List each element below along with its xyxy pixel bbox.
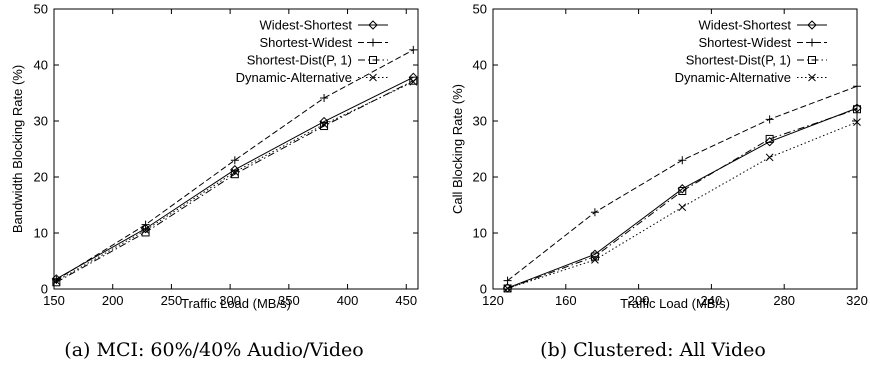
legend-label: Dynamic-Alternative <box>236 70 352 85</box>
x-tick-label: 280 <box>773 293 795 308</box>
legend: Widest-Shortest Shortest-Widest Shortest-D… <box>675 18 827 85</box>
x-tick-label: 300 <box>219 293 241 308</box>
series-shortest-dist-p-1 <box>503 105 861 293</box>
data-point <box>591 256 599 264</box>
data-point <box>52 276 61 285</box>
y-tick-label: 20 <box>473 170 487 185</box>
data-point <box>765 153 774 162</box>
chart-caption: (a) MCI: 60%/40% Audio/Video <box>64 339 363 361</box>
y-tick-label: 40 <box>34 58 48 73</box>
data-point <box>230 168 239 176</box>
data-point <box>52 277 61 286</box>
y-tick-label: 10 <box>473 226 487 241</box>
legend-marker <box>369 56 377 64</box>
y-tick-label: 10 <box>34 226 48 241</box>
series-line <box>56 76 414 280</box>
y-tick-label: 0 <box>480 282 487 297</box>
series-line <box>507 85 858 281</box>
y-tick-label: 50 <box>34 2 48 17</box>
legend-marker <box>808 73 816 82</box>
chart-panel-2: 120 160 200 240 280 320 0 10 20 30 40 50 Traffic Loa… <box>450 2 868 362</box>
x-tick-label: 240 <box>701 293 723 308</box>
x-tick-label: 160 <box>555 293 577 308</box>
x-tick-label: 350 <box>278 293 300 308</box>
x-tick-label: 250 <box>161 293 183 308</box>
y-tick-label: 40 <box>473 58 487 73</box>
x-axis-label: Traffic Load (MB/s) <box>620 296 730 311</box>
data-point <box>765 134 774 143</box>
legend-label: Widest-Shortest <box>699 18 792 33</box>
data-point <box>409 77 418 86</box>
data-point <box>141 228 150 237</box>
series-dynamic-alternative <box>52 77 418 286</box>
data-point <box>590 208 599 217</box>
data-point <box>52 278 61 287</box>
series-line <box>56 81 414 282</box>
legend-marker <box>808 56 816 64</box>
series-shortest-dist-p-1 <box>52 76 418 287</box>
data-point <box>503 276 512 285</box>
series-shortest-widest <box>503 82 861 285</box>
data-point <box>678 187 687 195</box>
data-point <box>853 118 861 126</box>
data-point <box>503 284 512 293</box>
data-point <box>503 284 512 293</box>
chart-panel-1: 150 200 250 300 350 400 450 0 10 20 30 40 50 Traffic … <box>10 2 419 361</box>
legend-label: Dynamic-Alternative <box>675 70 791 85</box>
data-point <box>320 122 329 131</box>
data-point <box>853 105 861 114</box>
x-tick-label: 120 <box>482 293 504 308</box>
legend-label: Shortest-Dist(P, 1) <box>247 53 352 68</box>
data-point <box>230 156 239 165</box>
legend-marker <box>369 73 377 82</box>
legend-label: Shortest-Widest <box>260 35 353 50</box>
y-axis-label: Bandwidth Blocking Rate (%) <box>10 65 25 233</box>
x-tick-label: 450 <box>395 293 417 308</box>
legend-label: Shortest-Widest <box>699 35 792 50</box>
data-point <box>409 76 418 85</box>
legend-marker <box>807 20 817 30</box>
chart-caption: (b) Clustered: All Video <box>540 339 766 361</box>
x-tick-label: 400 <box>337 293 359 308</box>
series-widest-shortest <box>502 103 862 293</box>
y-axis-label: Call Blocking Rate (%) <box>450 84 465 214</box>
legend-marker <box>368 20 378 30</box>
y-tick-label: 30 <box>34 114 48 129</box>
data-point <box>141 226 150 235</box>
series-line <box>507 108 858 289</box>
data-point <box>141 220 150 229</box>
x-tick-label: 150 <box>43 293 65 308</box>
data-point <box>852 103 862 113</box>
series-line <box>56 80 414 283</box>
plot-frame <box>492 8 858 290</box>
series-dynamic-alternative <box>503 118 861 293</box>
data-point <box>678 156 687 165</box>
data-point <box>678 203 687 212</box>
series-line <box>507 107 858 289</box>
y-tick-label: 30 <box>473 114 487 129</box>
x-tick-label: 200 <box>102 293 124 308</box>
legend-marker <box>369 38 377 47</box>
data-point <box>320 94 329 103</box>
data-point <box>853 82 861 91</box>
y-tick-label: 0 <box>41 282 48 297</box>
plot-frame <box>53 8 419 290</box>
data-point <box>765 115 774 124</box>
legend: Widest-Shortest Shortest-Widest Shortest-D… <box>236 18 388 85</box>
legend-label: Widest-Shortest <box>260 18 353 33</box>
y-tick-label: 20 <box>34 170 48 185</box>
x-axis-label: Traffic Load (MB/s) <box>181 296 291 311</box>
legend-marker <box>808 38 816 47</box>
data-point <box>409 45 418 54</box>
legend-label: Shortest-Dist(P, 1) <box>686 53 791 68</box>
y-tick-label: 50 <box>473 2 487 17</box>
series-line <box>507 121 858 289</box>
x-tick-label: 200 <box>628 293 650 308</box>
x-tick-label: 320 <box>846 293 868 308</box>
series-shortest-widest <box>52 45 418 285</box>
data-point <box>320 120 328 129</box>
